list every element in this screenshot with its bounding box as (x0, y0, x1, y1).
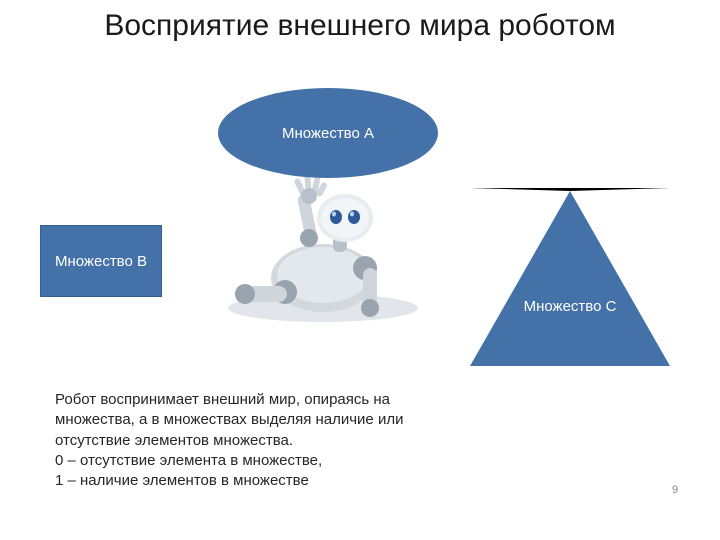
description-line-1: Робот воспринимает внешний мир, опираясь… (55, 390, 425, 451)
set-c-label: Множество С (524, 298, 617, 315)
set-a-ellipse: Множество А (218, 88, 438, 178)
robot-illustration (205, 160, 435, 325)
set-b-label: Множество В (55, 253, 147, 270)
set-a-label: Множество А (282, 125, 374, 142)
slide-title: Восприятие внешнего мира роботом (0, 8, 720, 44)
description-line-3: 1 – наличие элементов в множестве (55, 471, 425, 491)
description-line-2: 0 – отсутствие элемента в множестве, (55, 451, 425, 471)
set-b-rect: Множество В (40, 225, 162, 297)
description-text: Робот воспринимает внешний мир, опираясь… (55, 390, 425, 491)
set-c-triangle: Множество С (470, 188, 670, 363)
page-number: 9 (672, 484, 678, 496)
